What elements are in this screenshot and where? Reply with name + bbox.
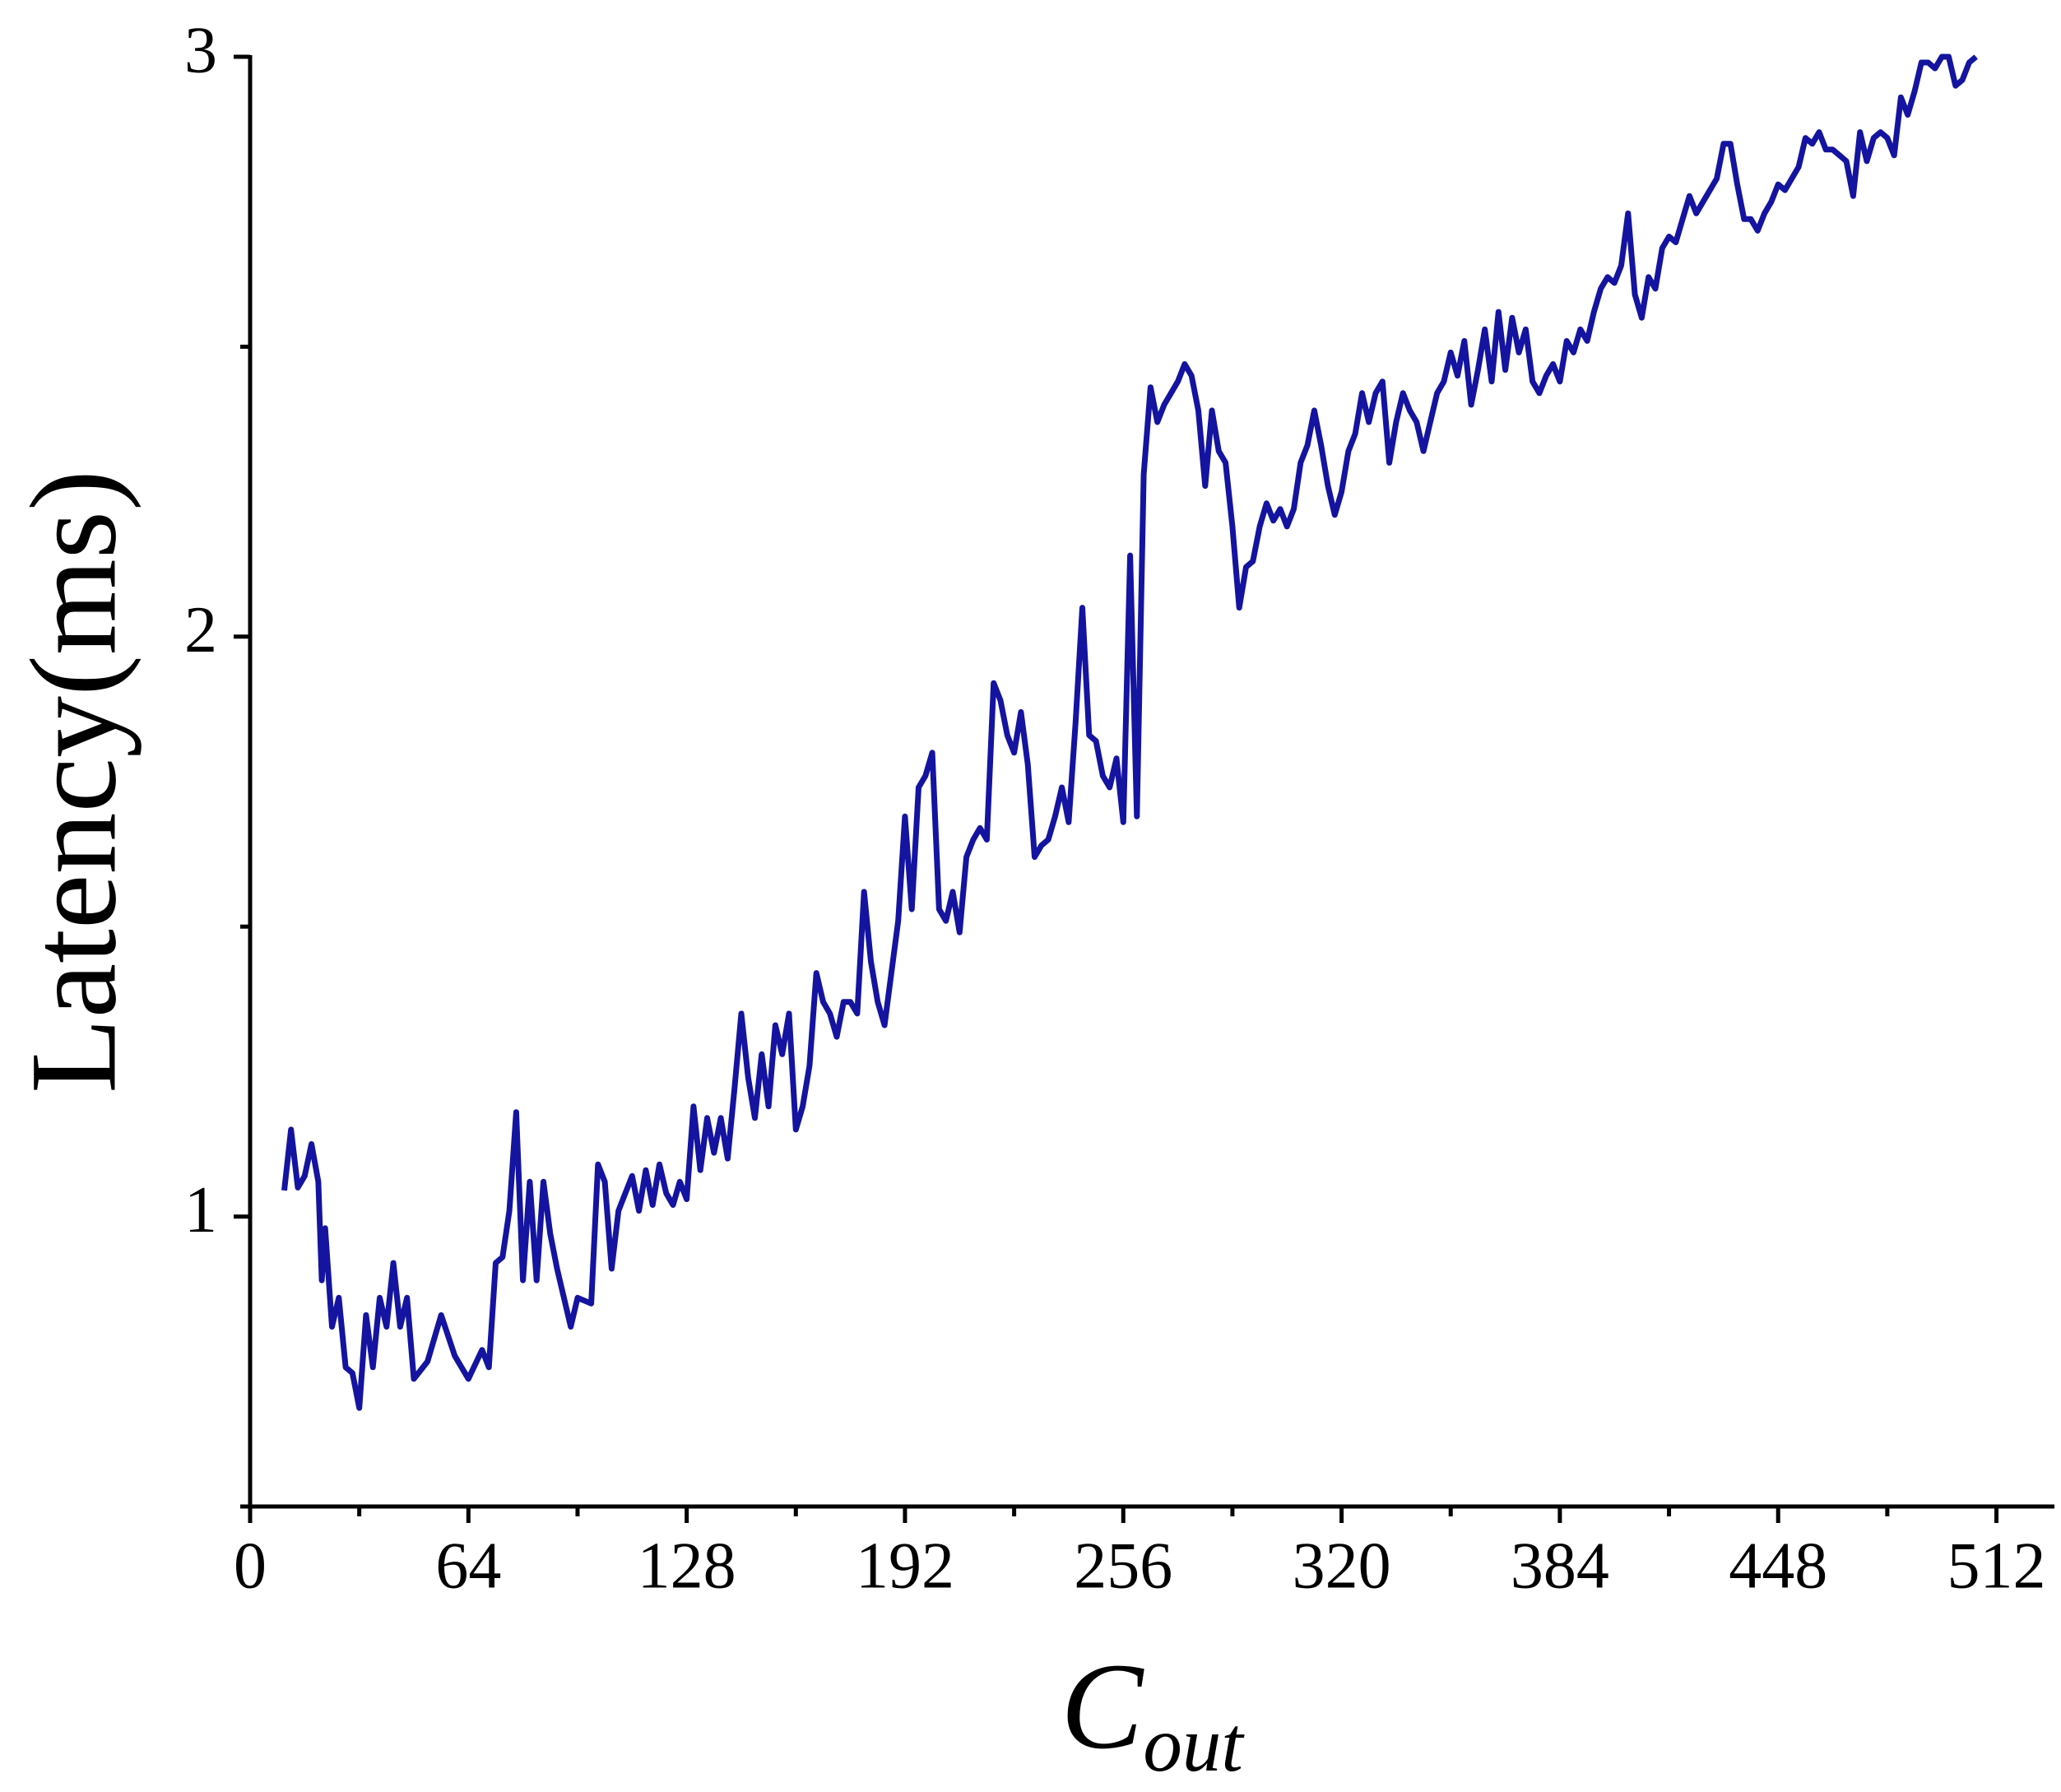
x-tick-label: 448 bbox=[1729, 1530, 1827, 1602]
x-tick-label: 256 bbox=[1074, 1530, 1172, 1602]
data-line bbox=[281, 53, 1978, 1411]
x-tick-label: 64 bbox=[435, 1530, 501, 1602]
x-tick-label: 320 bbox=[1293, 1530, 1391, 1602]
x-tick-label: 384 bbox=[1511, 1530, 1609, 1602]
x-tick-label: 512 bbox=[1947, 1530, 2046, 1602]
y-axis-label: Latency(ms) bbox=[5, 470, 142, 1093]
y-tick-label: 3 bbox=[184, 14, 217, 86]
x-axis-label: Cout bbox=[1061, 1638, 1245, 1787]
x-tick-label: 192 bbox=[856, 1530, 954, 1602]
y-tick-label: 1 bbox=[184, 1174, 217, 1247]
x-tick-label: 128 bbox=[638, 1530, 736, 1602]
x-tick-label: 0 bbox=[234, 1530, 267, 1602]
x-axis-label-subscript: out bbox=[1143, 1701, 1245, 1788]
y-tick-label: 2 bbox=[184, 594, 217, 666]
x-axis-label-main: C bbox=[1061, 1638, 1144, 1775]
